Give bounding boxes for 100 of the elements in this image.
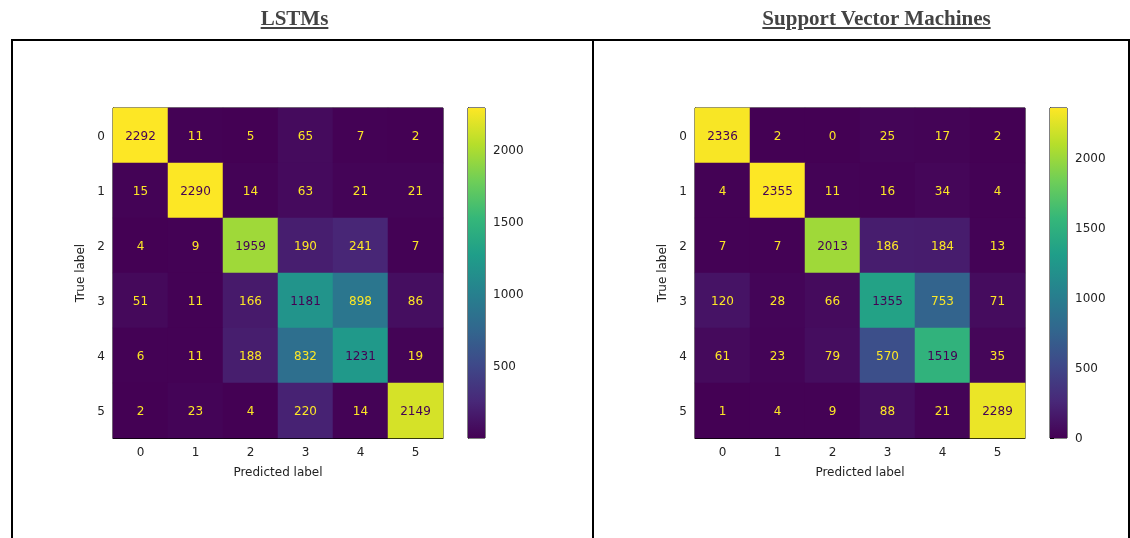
data-label: 184 (931, 238, 954, 253)
data-label: 7 (356, 128, 365, 143)
data-label: 79 (824, 348, 841, 363)
data-label: 7 (411, 238, 420, 253)
data-label: 2013 (817, 238, 848, 253)
data-label: 166 (239, 293, 262, 308)
x-tick-label: 2 (246, 445, 255, 459)
data-label: 2 (411, 128, 420, 143)
data-label: 2336 (707, 128, 738, 143)
data-label: 7 (718, 238, 727, 253)
data-label: 2290 (180, 183, 211, 198)
data-label: 4 (993, 183, 1002, 198)
data-label: 23 (187, 403, 204, 418)
x-tick-label: 1 (773, 445, 782, 459)
x-tick-label: 4 (356, 445, 365, 459)
data-label: 13 (989, 238, 1006, 253)
x-axis-title: Predicted label (233, 465, 323, 479)
data-label: 188 (239, 348, 262, 363)
color-bar-label: 1000 (1075, 290, 1106, 305)
chart-title: Support Vector Machines (761, 6, 992, 31)
data-label: 2 (136, 403, 145, 418)
y-tick-label: 4 (679, 348, 687, 363)
data-label: 71 (989, 293, 1006, 308)
color-bar-label: 2000 (493, 143, 524, 158)
color-bar-label: 1500 (493, 215, 524, 230)
data-label: 63 (297, 183, 314, 198)
x-tick-label: 5 (411, 445, 420, 459)
data-label: 2 (993, 128, 1002, 143)
data-label: 15 (132, 183, 149, 198)
y-tick-label: 2 (97, 238, 105, 253)
data-label: 753 (931, 293, 954, 308)
data-label: 23 (769, 348, 786, 363)
data-label: 14 (352, 403, 369, 418)
data-label: 1181 (290, 293, 321, 308)
data-label: 120 (711, 293, 734, 308)
color-bar-label: 500 (493, 359, 516, 374)
data-label: 86 (407, 293, 424, 308)
data-label: 34 (934, 183, 951, 198)
y-tick-label: 2 (679, 238, 687, 253)
chart-title: LSTMs (259, 6, 330, 31)
color-bar-label: 0 (1075, 431, 1083, 445)
color-bar-label: 1000 (493, 287, 524, 302)
y-axis-title: True label (73, 243, 88, 304)
data-label: 898 (349, 293, 372, 308)
data-label: 19 (407, 348, 424, 363)
data-label: 21 (934, 403, 951, 418)
y-tick-label: 3 (97, 293, 105, 308)
y-tick-label: 0 (679, 128, 687, 143)
data-label: 11 (187, 128, 204, 143)
data-label: 2149 (400, 403, 431, 418)
data-label: 2292 (125, 128, 156, 143)
data-label: 4 (773, 403, 782, 418)
data-label: 28 (769, 293, 786, 308)
y-tick-label: 5 (679, 403, 687, 418)
x-axis-title: Predicted label (815, 465, 905, 479)
data-label: 11 (824, 183, 841, 198)
data-label: 190 (294, 238, 317, 253)
y-tick-label: 5 (97, 403, 105, 418)
data-label: 35 (989, 348, 1006, 363)
data-label: 25 (879, 128, 896, 143)
data-label: 1355 (872, 293, 903, 308)
data-label: 17 (934, 128, 951, 143)
data-label: 2 (773, 128, 782, 143)
y-tick-label: 1 (679, 183, 687, 198)
data-label: 4 (718, 183, 727, 198)
data-label: 2289 (982, 403, 1013, 418)
data-label: 66 (824, 293, 841, 308)
data-label: 11 (187, 293, 204, 308)
data-label: 14 (242, 183, 259, 198)
data-label: 9 (191, 238, 200, 253)
data-label: 21 (407, 183, 424, 198)
x-tick-label: 0 (136, 445, 145, 459)
data-label: 9 (828, 403, 837, 418)
data-label: 186 (876, 238, 899, 253)
x-tick-label: 5 (993, 445, 1002, 459)
data-label: 241 (349, 238, 372, 253)
data-label: 88 (879, 403, 896, 418)
x-tick-label: 1 (191, 445, 200, 459)
data-label: 1231 (345, 348, 376, 363)
data-label: 16 (879, 183, 896, 198)
data-label: 1959 (235, 238, 266, 253)
color-bar-label: 1500 (1075, 220, 1106, 235)
y-tick-label: 0 (97, 128, 105, 143)
data-label: 61 (714, 348, 731, 363)
y-tick-label: 4 (97, 348, 105, 363)
x-tick-label: 4 (938, 445, 947, 459)
data-label: 1 (718, 403, 727, 418)
data-label: 220 (294, 403, 317, 418)
x-tick-label: 3 (301, 445, 310, 459)
color-bar-label: 2000 (1075, 150, 1106, 165)
data-label: 0 (828, 128, 837, 143)
data-label: 21 (352, 183, 369, 198)
data-label: 570 (876, 348, 899, 363)
data-label: 4 (136, 238, 145, 253)
y-axis-title: True label (655, 243, 670, 304)
x-tick-label: 2 (828, 445, 837, 459)
data-label: 2355 (762, 183, 793, 198)
data-label: 832 (294, 348, 317, 363)
y-tick-label: 1 (97, 183, 105, 198)
data-label: 51 (132, 293, 149, 308)
